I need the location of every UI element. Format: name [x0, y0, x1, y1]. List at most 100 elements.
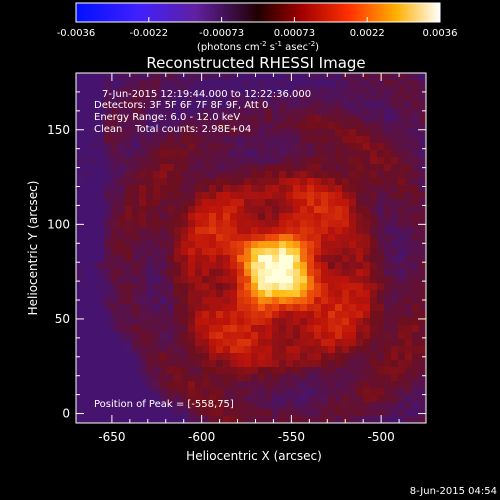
heatmap-cell [405, 101, 413, 109]
heatmap-cell [300, 374, 308, 382]
heatmap-cell [405, 332, 413, 340]
heatmap-cell [188, 164, 196, 172]
heatmap-cell [237, 360, 245, 368]
heatmap-cell [104, 80, 112, 88]
heatmap-cell [76, 248, 84, 256]
heatmap-cell [342, 311, 350, 319]
heatmap-cell [251, 353, 259, 361]
heatmap-cell [286, 255, 294, 263]
heatmap-cell [412, 283, 420, 291]
heatmap-cell [230, 283, 238, 291]
heatmap-cell [349, 339, 357, 347]
heatmap-cell [286, 241, 294, 249]
heatmap-cell [265, 290, 273, 298]
heatmap-cell [139, 297, 147, 305]
heatmap-cell [349, 185, 357, 193]
heatmap-cell [132, 304, 140, 312]
heatmap-cell [300, 332, 308, 340]
heatmap-cell [384, 262, 392, 270]
heatmap-cell [104, 206, 112, 214]
heatmap-cell [244, 213, 252, 221]
heatmap-cell [370, 346, 378, 354]
heatmap-cell [83, 283, 91, 291]
heatmap-cell [307, 192, 315, 200]
heatmap-cell [405, 115, 413, 123]
heatmap-cell [181, 381, 189, 389]
heatmap-cell [363, 227, 371, 235]
heatmap-cell [335, 283, 343, 291]
heatmap-cell [398, 157, 406, 165]
heatmap-cell [349, 276, 357, 284]
heatmap-cell [209, 199, 217, 207]
heatmap-cell [356, 269, 364, 277]
heatmap-cell [209, 115, 217, 123]
heatmap-cell [118, 402, 126, 410]
heatmap-cell [174, 87, 182, 95]
heatmap-cell [139, 234, 147, 242]
heatmap-cell [118, 318, 126, 326]
heatmap-cell [83, 381, 91, 389]
heatmap-cell [265, 73, 273, 81]
heatmap-cell [321, 248, 329, 256]
heatmap-cell [174, 213, 182, 221]
heatmap-cell [349, 122, 357, 130]
heatmap-cell [202, 178, 210, 186]
heatmap-cell [118, 108, 126, 116]
heatmap-cell [160, 101, 168, 109]
heatmap-cell [174, 220, 182, 228]
heatmap-cell [181, 241, 189, 249]
heatmap-cell [97, 381, 105, 389]
heatmap-cell [97, 290, 105, 298]
heatmap-cell [237, 388, 245, 396]
heatmap-cell [139, 80, 147, 88]
heatmap-cell [111, 339, 119, 347]
heatmap-cell [230, 157, 238, 165]
heatmap-cell [398, 206, 406, 214]
heatmap-cell [398, 241, 406, 249]
heatmap-cell [279, 108, 287, 116]
heatmap-cell [419, 220, 426, 228]
heatmap-cell [265, 87, 273, 95]
heatmap-cell [139, 374, 147, 382]
heatmap-cell [272, 227, 280, 235]
heatmap-cell [384, 332, 392, 340]
heatmap-cell [307, 164, 315, 172]
heatmap-cell [202, 346, 210, 354]
heatmap-cell [328, 374, 336, 382]
x-tick-label: -550 [278, 430, 305, 444]
heatmap-cell [356, 234, 364, 242]
heatmap-cell [314, 157, 322, 165]
heatmap-cell [251, 73, 259, 81]
heatmap-cell [167, 283, 175, 291]
heatmap-cell [139, 416, 147, 423]
heatmap-cell [398, 101, 406, 109]
heatmap-cell [377, 374, 385, 382]
heatmap-cell [272, 108, 280, 116]
heatmap-cell [153, 248, 161, 256]
heatmap-cell [83, 143, 91, 151]
heatmap-cell [167, 381, 175, 389]
heatmap-cell [195, 192, 203, 200]
heatmap-cell [335, 241, 343, 249]
heatmap-cell [83, 150, 91, 158]
heatmap-cell [300, 402, 308, 410]
heatmap-cell [342, 171, 350, 179]
heatmap-cell [342, 374, 350, 382]
heatmap-cell [181, 374, 189, 382]
heatmap-cell [153, 367, 161, 375]
heatmap-cell [167, 367, 175, 375]
heatmap-cell [356, 311, 364, 319]
heatmap-cell [244, 192, 252, 200]
heatmap-cell [335, 73, 343, 81]
heatmap-cell [370, 122, 378, 130]
heatmap-cell [237, 332, 245, 340]
heatmap-cell [398, 108, 406, 116]
heatmap-cell [167, 178, 175, 186]
heatmap-cell [384, 80, 392, 88]
heatmap-cell [419, 262, 426, 270]
heatmap-cell [76, 318, 84, 326]
heatmap-cell [363, 416, 371, 423]
heatmap-cell [202, 171, 210, 179]
heatmap-cell [160, 164, 168, 172]
heatmap-cell [139, 129, 147, 137]
